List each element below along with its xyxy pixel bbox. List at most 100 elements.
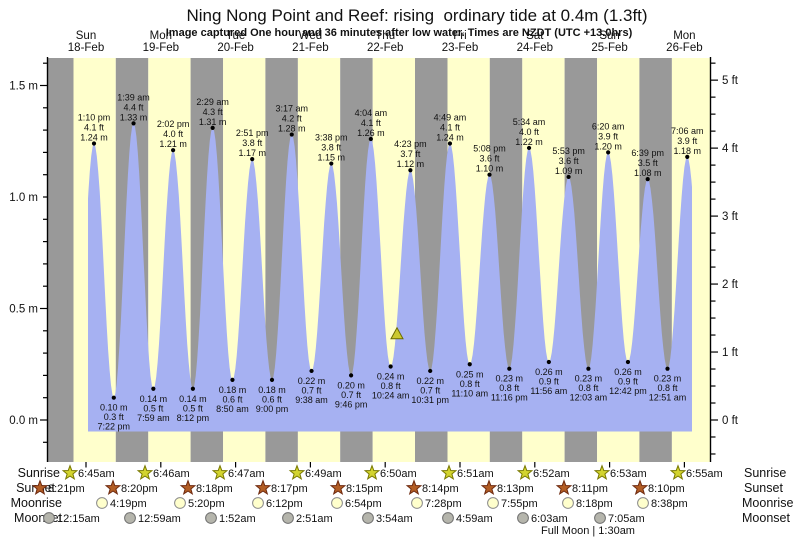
- high-tide-time: 1:10 pm: [78, 112, 111, 122]
- low-tide-marker: [230, 377, 235, 382]
- sunrise-icon: [440, 464, 458, 481]
- y-axis-label-m: 1.5 m: [9, 81, 38, 93]
- high-tide-m: 1.08 m: [634, 168, 662, 178]
- day-label-date: 18-Feb: [68, 42, 104, 54]
- high-tide-m: 1.24 m: [436, 132, 464, 142]
- high-tide-m: 1.12 m: [397, 159, 425, 169]
- low-tide-marker: [309, 368, 314, 374]
- moonrise-time: 7:55pm: [501, 498, 538, 510]
- high-tide-time: 6:20 am: [592, 121, 625, 131]
- low-tide-marker: [111, 395, 116, 400]
- y-axis-label-ft: 2 ft: [722, 279, 739, 291]
- sunrise-time: 6:49am: [305, 468, 342, 480]
- sunset-time: 8:13pm: [497, 483, 534, 495]
- moonset-time: 4:59am: [456, 513, 493, 525]
- low-tide-m: 0.23 m: [496, 374, 524, 384]
- astro-rows: 6:45am 6:46am 6:47am 6:49am 6:50am 6:51am 6:52…: [31, 464, 723, 525]
- sunset-icon: [405, 479, 423, 496]
- high-tide-m: 1.21 m: [159, 139, 187, 149]
- high-tide-ft: 3.9 ft: [598, 131, 619, 141]
- sunrise-icon: [211, 464, 229, 481]
- low-tide-m: 0.20 m: [337, 380, 365, 390]
- high-tide-ft: 4.1 ft: [84, 122, 105, 132]
- low-tide-marker: [586, 366, 591, 371]
- moon-phase-note: Full Moon | 1:30am: [541, 525, 635, 537]
- sunset-icon: [179, 479, 197, 496]
- high-tide-time: 3:17 am: [275, 104, 308, 114]
- low-tide-time: 12:42 pm: [609, 386, 647, 396]
- y-axis-label-ft: 5 ft: [722, 75, 739, 87]
- low-tide-ft: 0.7 ft: [341, 390, 362, 400]
- low-tide-time: 11:10 am: [451, 388, 488, 398]
- low-tide-m: 0.26 m: [535, 367, 563, 377]
- high-tide-ft: 3.8 ft: [242, 138, 263, 148]
- low-tide-marker: [546, 359, 551, 365]
- moonrise-time: 7:28pm: [425, 498, 462, 510]
- high-tide-time: 2:02 pm: [157, 119, 190, 129]
- sunrise-time: 6:45am: [78, 468, 115, 480]
- day-label-date: 19-Feb: [143, 42, 179, 54]
- moonset-icon: [442, 512, 454, 524]
- low-tide-time: 11:56 am: [530, 386, 567, 396]
- low-tide-ft: 0.9 ft: [618, 377, 639, 387]
- moonrise-icon: [252, 497, 264, 509]
- sunset-icon: [329, 479, 347, 496]
- day-label: Fri: [453, 30, 466, 42]
- high-tide-ft: 3.6 ft: [559, 156, 580, 166]
- y-axis-label-ft: 4 ft: [722, 143, 739, 155]
- high-tide-time: 5:34 am: [513, 117, 546, 127]
- high-tide-marker: [171, 148, 176, 153]
- sunset-time: 8:15pm: [346, 483, 383, 495]
- moonrise-icon: [174, 497, 186, 509]
- low-tide-marker: [507, 366, 512, 371]
- low-tide-marker: [269, 377, 275, 382]
- sunrise-icon: [363, 464, 381, 481]
- day-label: Sun: [599, 30, 619, 42]
- moonset-row-label-left: Moonset: [14, 511, 62, 525]
- sunrise-row-label-right: Sunrise: [744, 466, 786, 480]
- high-tide-ft: 3.5 ft: [638, 158, 659, 168]
- low-tide-time: 12:03 am: [570, 393, 608, 403]
- y-axis-label-m: 0.0 m: [9, 415, 38, 427]
- low-tide-marker: [151, 386, 156, 391]
- low-tide-ft: 0.7 ft: [302, 385, 323, 395]
- low-tide-m: 0.10 m: [100, 403, 128, 413]
- y-axis-label-ft: 1 ft: [722, 347, 739, 359]
- day-label: Mon: [150, 30, 172, 42]
- high-tide-marker: [250, 156, 255, 162]
- low-tide-m: 0.26 m: [614, 367, 642, 377]
- low-tide-marker: [190, 386, 195, 391]
- moonrise-icon: [562, 497, 574, 509]
- low-tide-ft: 0.8 ft: [499, 383, 520, 393]
- moonset-time: 1:52am: [219, 513, 256, 525]
- day-label-date: 21-Feb: [292, 42, 328, 54]
- moonset-icon: [282, 512, 294, 524]
- high-tide-marker: [447, 141, 453, 146]
- sunset-time: 8:14pm: [422, 483, 459, 495]
- moonset-icon: [43, 512, 55, 524]
- low-tide-ft: 0.6 ft: [222, 394, 243, 404]
- moonrise-row-label-left: Moonrise: [11, 496, 62, 510]
- sunset-time: 8:20pm: [121, 483, 158, 495]
- high-tide-ft: 3.6 ft: [479, 154, 500, 164]
- sunset-icon: [254, 479, 272, 496]
- high-tide-marker: [368, 136, 373, 142]
- low-tide-m: 0.25 m: [456, 369, 484, 379]
- low-tide-marker: [428, 368, 433, 374]
- low-tide-m: 0.18 m: [219, 385, 247, 395]
- day-label: Mon: [673, 30, 695, 42]
- low-tide-m: 0.22 m: [298, 376, 326, 386]
- sunrise-time: 6:55am: [686, 468, 723, 480]
- high-tide-m: 1.10 m: [476, 164, 504, 174]
- moonset-row-label-right: Moonset: [742, 511, 790, 525]
- low-tide-time: 9:38 am: [295, 395, 328, 405]
- high-tide-ft: 4.2 ft: [282, 114, 303, 124]
- low-tide-time: 7:59 am: [137, 413, 170, 423]
- low-tide-ft: 0.8 ft: [460, 379, 481, 389]
- sunrise-time: 6:47am: [228, 468, 265, 480]
- high-tide-m: 1.22 m: [515, 137, 543, 147]
- sunset-time: 8:21pm: [48, 483, 85, 495]
- low-tide-m: 0.22 m: [416, 376, 444, 386]
- sunrise-icon: [288, 464, 306, 481]
- day-label-date: 20-Feb: [217, 42, 253, 54]
